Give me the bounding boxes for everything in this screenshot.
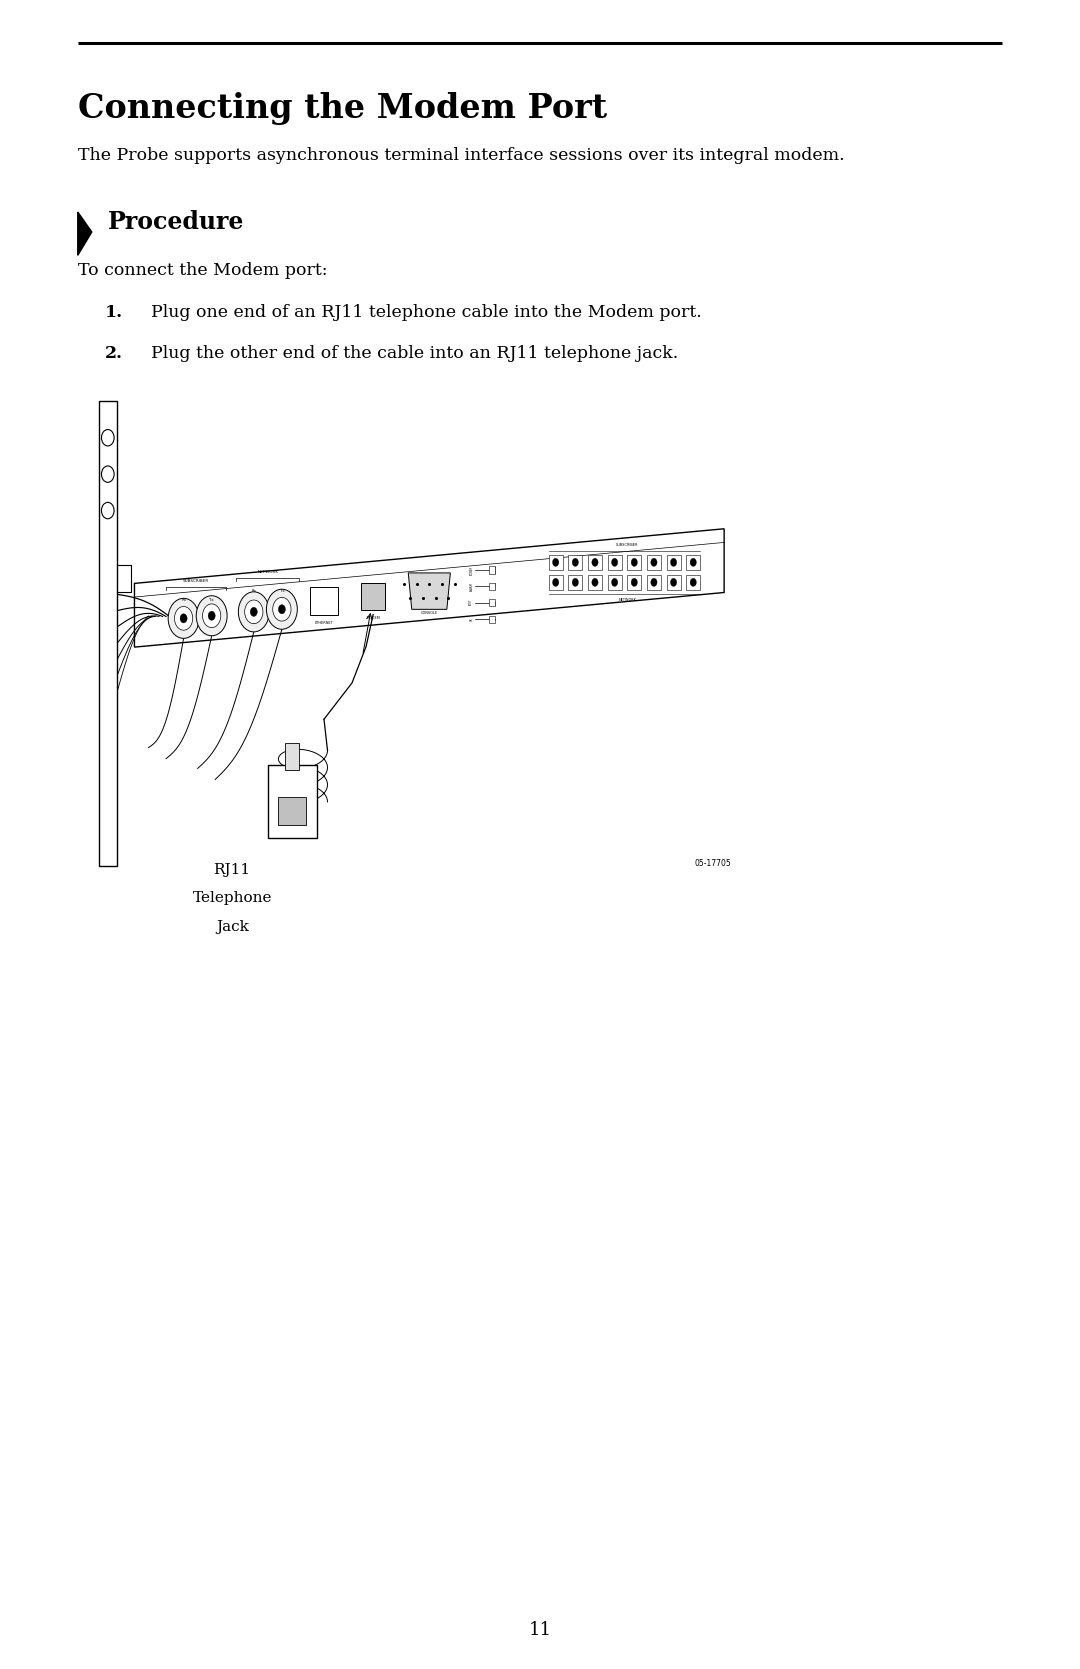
Bar xyxy=(568,556,582,569)
Text: MODEM: MODEM xyxy=(366,616,380,621)
Polygon shape xyxy=(99,401,117,866)
Text: POWER: POWER xyxy=(470,566,473,574)
Bar xyxy=(627,576,642,589)
Text: SUBSCRIBER: SUBSCRIBER xyxy=(616,542,638,547)
Text: Rx: Rx xyxy=(252,589,256,592)
Circle shape xyxy=(168,598,199,638)
Circle shape xyxy=(203,604,220,628)
Text: Procedure: Procedure xyxy=(108,210,244,234)
Text: ALARM: ALARM xyxy=(496,581,497,589)
Bar xyxy=(588,556,602,569)
Circle shape xyxy=(592,557,598,566)
Text: Rx: Rx xyxy=(181,598,186,603)
Circle shape xyxy=(611,577,618,586)
Text: To connect the Modem port:: To connect the Modem port: xyxy=(78,262,327,279)
Bar xyxy=(268,766,318,838)
Bar xyxy=(489,599,495,606)
Text: SUBSCRIBER: SUBSCRIBER xyxy=(183,579,210,582)
Text: ALARM: ALARM xyxy=(470,582,473,591)
Circle shape xyxy=(267,589,297,629)
Text: The Probe supports asynchronous terminal interface sessions over its integral mo: The Probe supports asynchronous terminal… xyxy=(78,147,845,164)
Bar xyxy=(489,582,495,591)
Bar xyxy=(608,556,622,569)
Text: Plug the other end of the cable into an RJ11 telephone jack.: Plug the other end of the cable into an … xyxy=(151,345,678,362)
Circle shape xyxy=(208,611,215,621)
Text: Telephone: Telephone xyxy=(192,891,272,905)
Text: 11: 11 xyxy=(528,1621,552,1639)
Bar xyxy=(489,566,495,574)
Circle shape xyxy=(651,577,657,586)
Text: NETWORK: NETWORK xyxy=(257,569,279,574)
Polygon shape xyxy=(135,529,725,648)
Circle shape xyxy=(553,577,558,586)
Bar xyxy=(588,576,602,589)
Circle shape xyxy=(671,577,677,586)
Circle shape xyxy=(279,604,285,614)
Text: Plug one end of an RJ11 telephone cable into the Modem port.: Plug one end of an RJ11 telephone cable … xyxy=(151,304,702,320)
Text: 2.: 2. xyxy=(105,345,123,362)
Text: CONSOLE: CONSOLE xyxy=(421,611,437,616)
Bar xyxy=(666,576,680,589)
Circle shape xyxy=(671,557,677,566)
Circle shape xyxy=(631,577,637,586)
Text: Tx: Tx xyxy=(210,598,214,603)
Bar xyxy=(647,556,661,569)
Bar xyxy=(310,587,338,614)
Text: 05-17705: 05-17705 xyxy=(694,858,731,868)
Bar xyxy=(489,616,495,623)
Bar xyxy=(279,798,307,824)
Bar xyxy=(647,576,661,589)
Circle shape xyxy=(245,601,262,624)
Text: TEST: TEST xyxy=(470,599,473,606)
Circle shape xyxy=(572,577,579,586)
Circle shape xyxy=(592,577,598,586)
Text: OK: OK xyxy=(470,618,473,621)
Bar xyxy=(686,556,700,569)
Bar xyxy=(686,576,700,589)
Bar xyxy=(361,582,386,609)
Text: Jack: Jack xyxy=(216,920,248,933)
Polygon shape xyxy=(408,572,450,609)
Circle shape xyxy=(239,592,269,633)
Circle shape xyxy=(175,606,192,631)
Circle shape xyxy=(651,557,657,566)
Bar xyxy=(608,576,622,589)
Circle shape xyxy=(690,557,697,566)
Text: RJ11: RJ11 xyxy=(214,863,251,876)
Circle shape xyxy=(631,557,637,566)
Text: ETHERNET: ETHERNET xyxy=(314,621,334,624)
Circle shape xyxy=(553,557,558,566)
Bar xyxy=(285,743,299,769)
Bar xyxy=(627,556,642,569)
Circle shape xyxy=(180,614,187,623)
Polygon shape xyxy=(78,212,92,255)
Text: NETWORK: NETWORK xyxy=(618,598,636,601)
Circle shape xyxy=(273,598,291,621)
Circle shape xyxy=(611,557,618,566)
Text: Connecting the Modem Port: Connecting the Modem Port xyxy=(78,92,607,125)
Bar xyxy=(549,576,563,589)
Text: 1.: 1. xyxy=(105,304,123,320)
Circle shape xyxy=(572,557,579,566)
Circle shape xyxy=(251,608,257,616)
Circle shape xyxy=(690,577,697,586)
Circle shape xyxy=(197,596,227,636)
Bar xyxy=(549,556,563,569)
Bar xyxy=(568,576,582,589)
Bar xyxy=(666,556,680,569)
Text: Tx: Tx xyxy=(280,589,284,592)
